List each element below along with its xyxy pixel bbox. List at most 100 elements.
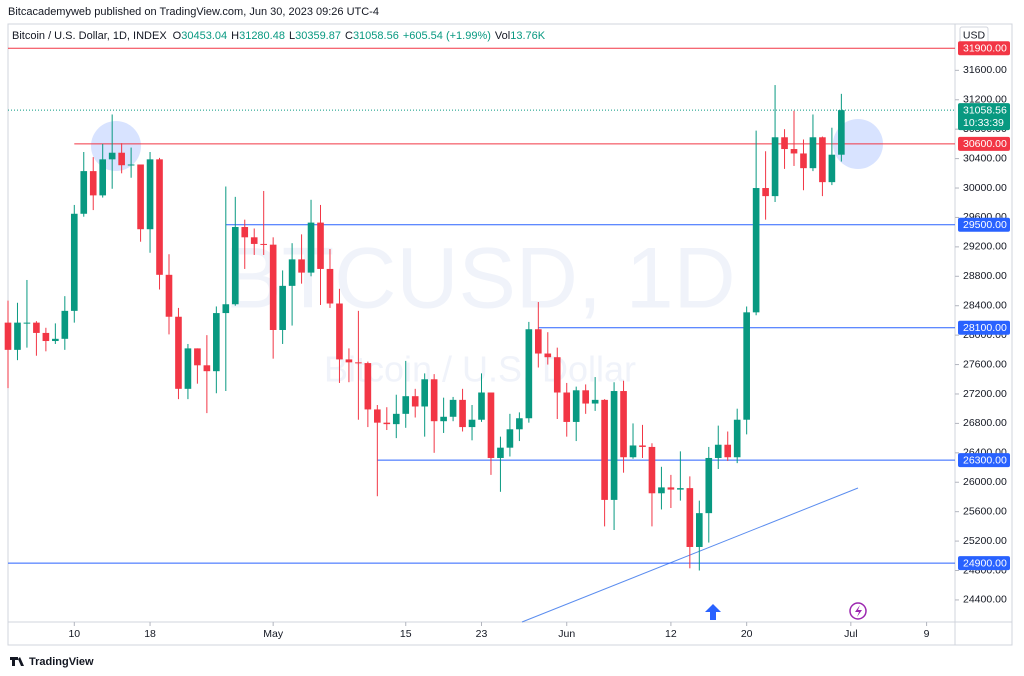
legend-key: C bbox=[345, 30, 353, 42]
level-label-box bbox=[958, 217, 1010, 232]
legend-key: O bbox=[173, 30, 182, 42]
candle-body bbox=[487, 392, 495, 458]
candle-body bbox=[667, 487, 675, 490]
candle-body bbox=[52, 338, 59, 342]
plot bbox=[4, 47, 955, 571]
y-tick-label: 27200.00 bbox=[963, 388, 1007, 400]
candle-body bbox=[838, 110, 845, 155]
candle-body bbox=[610, 391, 618, 500]
candle-body bbox=[222, 304, 230, 314]
candle-body bbox=[601, 399, 608, 500]
legend-value: 30453.04 bbox=[181, 30, 227, 42]
candle-body bbox=[146, 159, 154, 230]
y-tick-label: 31200.00 bbox=[963, 94, 1007, 106]
candle-body bbox=[345, 359, 353, 363]
logo-icon bbox=[10, 657, 24, 666]
x-tick-label: 10 bbox=[68, 628, 80, 640]
legend-value: 31280.48 bbox=[239, 30, 285, 42]
level-label-box bbox=[958, 453, 1010, 468]
level-label: 30600.00 bbox=[963, 138, 1007, 150]
candle-body bbox=[33, 322, 40, 333]
candle-body bbox=[80, 171, 88, 214]
candle-body bbox=[137, 164, 144, 230]
candle-body bbox=[563, 392, 571, 422]
candle-body bbox=[497, 447, 504, 458]
last-price-label: 31058.56 bbox=[963, 104, 1007, 116]
y-tick-label: 28800.00 bbox=[963, 270, 1007, 282]
candle-body bbox=[42, 332, 50, 342]
candle-body bbox=[411, 396, 419, 407]
candle-body bbox=[307, 222, 315, 273]
candle-body bbox=[392, 413, 400, 425]
candle-body bbox=[705, 457, 713, 514]
candle-body bbox=[23, 322, 31, 324]
publisher-line: Bitcacademyweb published on TradingView.… bbox=[8, 6, 379, 18]
candle-body bbox=[809, 137, 817, 169]
level-label-box bbox=[958, 320, 1010, 335]
candle-body bbox=[449, 399, 457, 417]
event-icon-bolt bbox=[855, 605, 862, 617]
candle-body bbox=[89, 171, 97, 196]
candle-body bbox=[61, 310, 69, 339]
level-label: 29500.00 bbox=[963, 219, 1007, 231]
x-tick-label: 15 bbox=[400, 628, 412, 640]
x-tick-label: 23 bbox=[476, 628, 488, 640]
candle-body bbox=[298, 259, 305, 273]
candle-body bbox=[108, 152, 116, 160]
candle-body bbox=[620, 391, 627, 458]
candle-body bbox=[582, 390, 589, 404]
candle-body bbox=[790, 149, 798, 154]
y-tick-label: 26000.00 bbox=[963, 476, 1007, 488]
legend-key: Vol bbox=[495, 30, 510, 42]
candle-body bbox=[506, 429, 514, 448]
y-tick-label: 29200.00 bbox=[963, 241, 1007, 253]
candle-body bbox=[658, 487, 665, 494]
series-title: Bitcoin / U.S. Dollar, 1D, INDEX bbox=[12, 30, 167, 42]
y-tick-label: 31600.00 bbox=[963, 64, 1007, 76]
candle-body bbox=[194, 348, 201, 366]
chart-frame bbox=[7, 23, 1013, 646]
currency-label: USD bbox=[963, 29, 986, 41]
candle-body bbox=[374, 409, 381, 423]
y-tick-label: 28400.00 bbox=[963, 299, 1007, 311]
candle-body bbox=[279, 285, 286, 330]
footer-brand: TradingView bbox=[29, 656, 94, 668]
highlight-circle bbox=[91, 121, 141, 171]
candle-body bbox=[535, 329, 542, 354]
legend-value: 31058.56 bbox=[353, 30, 399, 42]
candle-body bbox=[14, 322, 21, 350]
legend-value: 13.76K bbox=[510, 30, 546, 42]
candle-body bbox=[752, 188, 760, 313]
legend-key: H bbox=[231, 30, 239, 42]
level-label: 28100.00 bbox=[963, 322, 1007, 334]
candle-body bbox=[99, 159, 107, 196]
candle-body bbox=[743, 312, 750, 420]
candle-body bbox=[70, 213, 78, 311]
candle-body bbox=[800, 153, 807, 169]
candle-body bbox=[156, 159, 163, 275]
last-price-box bbox=[958, 103, 1010, 131]
arrow-up-marker bbox=[705, 604, 721, 620]
x-tick-label: 18 bbox=[144, 628, 156, 640]
candle-body bbox=[260, 243, 268, 245]
level-label: 31900.00 bbox=[963, 43, 1007, 55]
candle-body bbox=[213, 313, 220, 372]
candle-body bbox=[118, 152, 125, 166]
y-tick-label: 30400.00 bbox=[963, 152, 1007, 164]
watermark-description: Bitcoin / U.S. Dollar bbox=[324, 349, 636, 390]
candle-body bbox=[544, 353, 552, 358]
event-icon bbox=[849, 602, 867, 620]
candle-body bbox=[553, 357, 561, 393]
candle-body bbox=[231, 227, 239, 305]
candle-body bbox=[364, 363, 372, 410]
level-label: 26300.00 bbox=[963, 454, 1007, 466]
candle-body bbox=[4, 322, 12, 350]
y-tick-label: 27600.00 bbox=[963, 358, 1007, 370]
candle-body bbox=[781, 137, 788, 150]
candle-body bbox=[459, 399, 466, 428]
watermark: BTCUSD, 1D Bitcoin / U.S. Dollar bbox=[224, 231, 735, 390]
candle-body bbox=[771, 137, 779, 197]
candle-body bbox=[724, 444, 732, 458]
candle-body bbox=[326, 268, 334, 304]
y-tick-label: 25600.00 bbox=[963, 505, 1007, 517]
